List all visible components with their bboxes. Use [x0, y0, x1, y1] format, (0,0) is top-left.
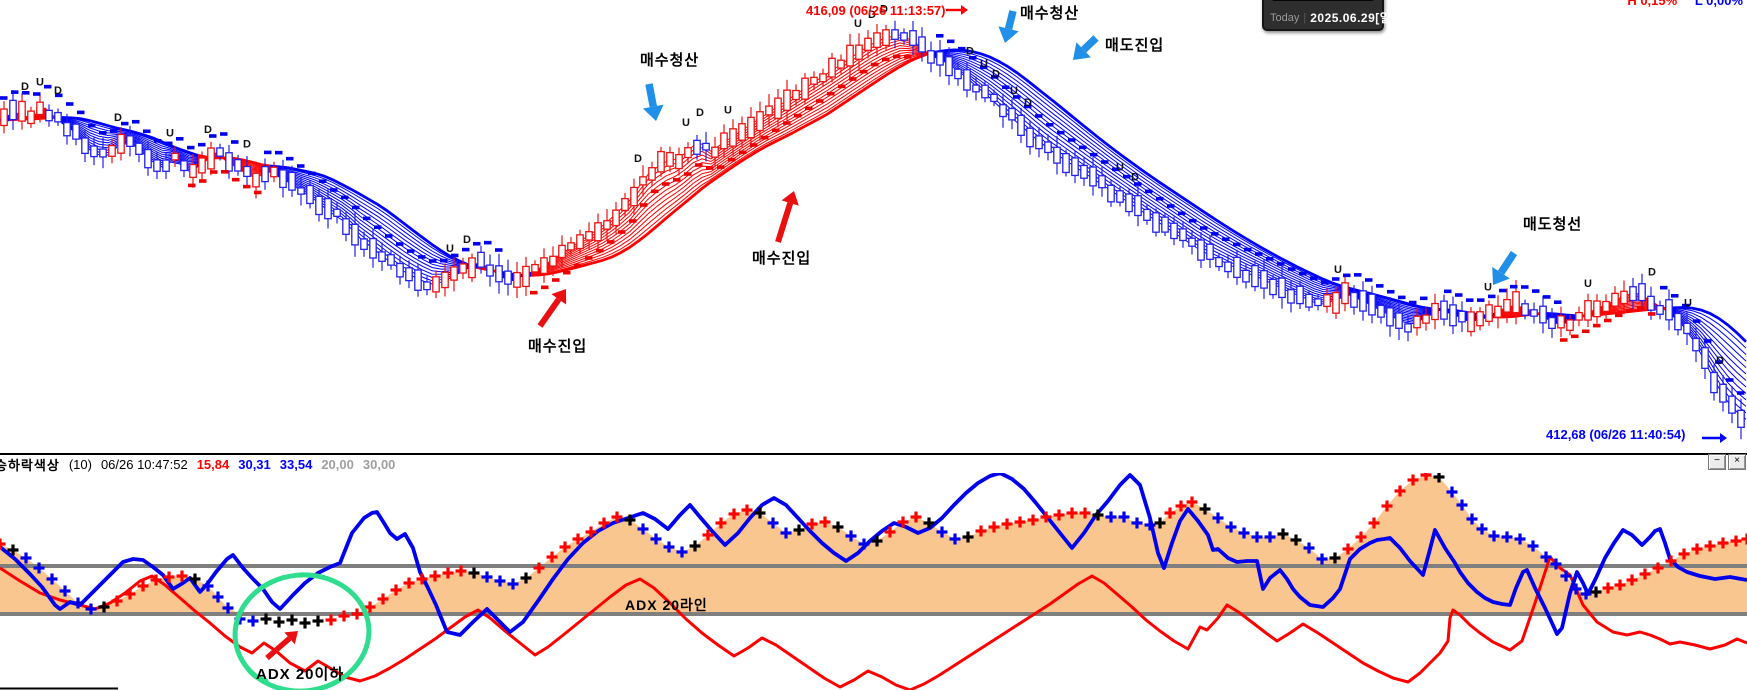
ud-marker: U — [1484, 281, 1492, 293]
adx-20-line-label: ADX 20라인 — [625, 597, 708, 613]
ud-marker: U — [980, 58, 988, 70]
adx-indicator-panel — [0, 473, 1747, 690]
ud-marker: D — [1648, 266, 1656, 278]
adx-below-20-label: ADX 20이하 — [256, 666, 345, 683]
ud-marker: D — [21, 81, 29, 93]
annotation-buy-exit-1: 매수청산 — [640, 52, 700, 69]
ud-marker: U — [1684, 297, 1692, 309]
annotation-buy-entry-2: 매수진입 — [528, 338, 588, 355]
ud-marker: U — [724, 105, 732, 117]
today-date-tooltip: Today | 2025.06.29[일] — [1262, 0, 1395, 31]
corner-stats: H 0,15% L 0,00% — [1613, 0, 1743, 8]
adx-chart-svg — [0, 473, 1747, 690]
ud-marker: U — [1010, 85, 1018, 97]
ud-marker: U — [1584, 278, 1592, 290]
panel-window-buttons: − × — [1706, 454, 1746, 470]
indicator-datetime: 06/26 10:47:52 — [100, 457, 188, 472]
indicator-header-bar[interactable]: 승하락색상 (10) 06/26 10:47:52 15,84 30,31 33,5… — [0, 453, 1747, 474]
ud-marker: D — [1131, 172, 1139, 184]
annotation-sell-entry: 매도진입 — [1105, 37, 1165, 54]
ud-marker: U — [1334, 264, 1342, 276]
ud-marker: U — [36, 76, 44, 88]
ud-marker: D — [880, 3, 888, 15]
indicator-value-1: 30,31 — [238, 457, 271, 472]
indicator-value-2: 33,54 — [279, 457, 313, 472]
tooltip-time-display — [1272, 0, 1374, 1]
indicator-value-0: 15,84 — [196, 457, 230, 472]
indicator-value-4: 30,00 — [362, 457, 396, 472]
indicator-values: 15,84 30,31 33,54 20,00 30,00 — [197, 457, 405, 472]
indicator-title: 승하락색상 — [0, 458, 60, 473]
ud-marker: D — [204, 124, 212, 136]
ud-marker: D — [54, 85, 62, 97]
ud-marker: D — [966, 46, 974, 58]
ud-marker: D — [696, 107, 704, 119]
annotation-sell-exit: 매도청선 — [1523, 216, 1583, 233]
minimize-button[interactable]: − — [1708, 454, 1726, 470]
ud-marker: U — [854, 18, 862, 30]
ud-marker: D — [243, 139, 251, 151]
ud-marker: U — [1116, 162, 1124, 174]
indicator-value-3: 20,00 — [321, 457, 354, 472]
ud-marker: U — [166, 128, 174, 140]
today-date-value: 2025.06.29[일] — [1310, 11, 1396, 25]
high-price-label: 416,09 (06/26 11:13:57) — [806, 3, 946, 18]
highlight-circle — [232, 572, 372, 690]
ud-marker: D — [1024, 97, 1032, 109]
ud-marker: U — [682, 117, 690, 129]
annotation-buy-exit-2: 매수청산 — [1020, 5, 1080, 22]
low-price-label: 412,68 (06/26 11:40:54) — [1546, 427, 1686, 442]
tooltip-separator: | — [1303, 11, 1307, 24]
annotation-buy-entry-1: 매수진입 — [752, 250, 812, 267]
low-percent-stat: L 0,00% — [1694, 0, 1743, 8]
high-percent-stat: H 0,15% — [1627, 0, 1678, 8]
close-button[interactable]: × — [1728, 454, 1746, 470]
ud-marker: D — [992, 69, 1000, 81]
ud-marker: U — [446, 243, 454, 255]
indicator-params: (10) — [68, 457, 92, 472]
today-label: Today — [1270, 11, 1300, 24]
ud-marker: D — [463, 234, 471, 246]
ud-marker: D — [868, 9, 876, 21]
ud-marker: D — [114, 112, 122, 124]
ud-marker: D — [634, 153, 642, 165]
ud-marker: D — [1716, 355, 1724, 367]
